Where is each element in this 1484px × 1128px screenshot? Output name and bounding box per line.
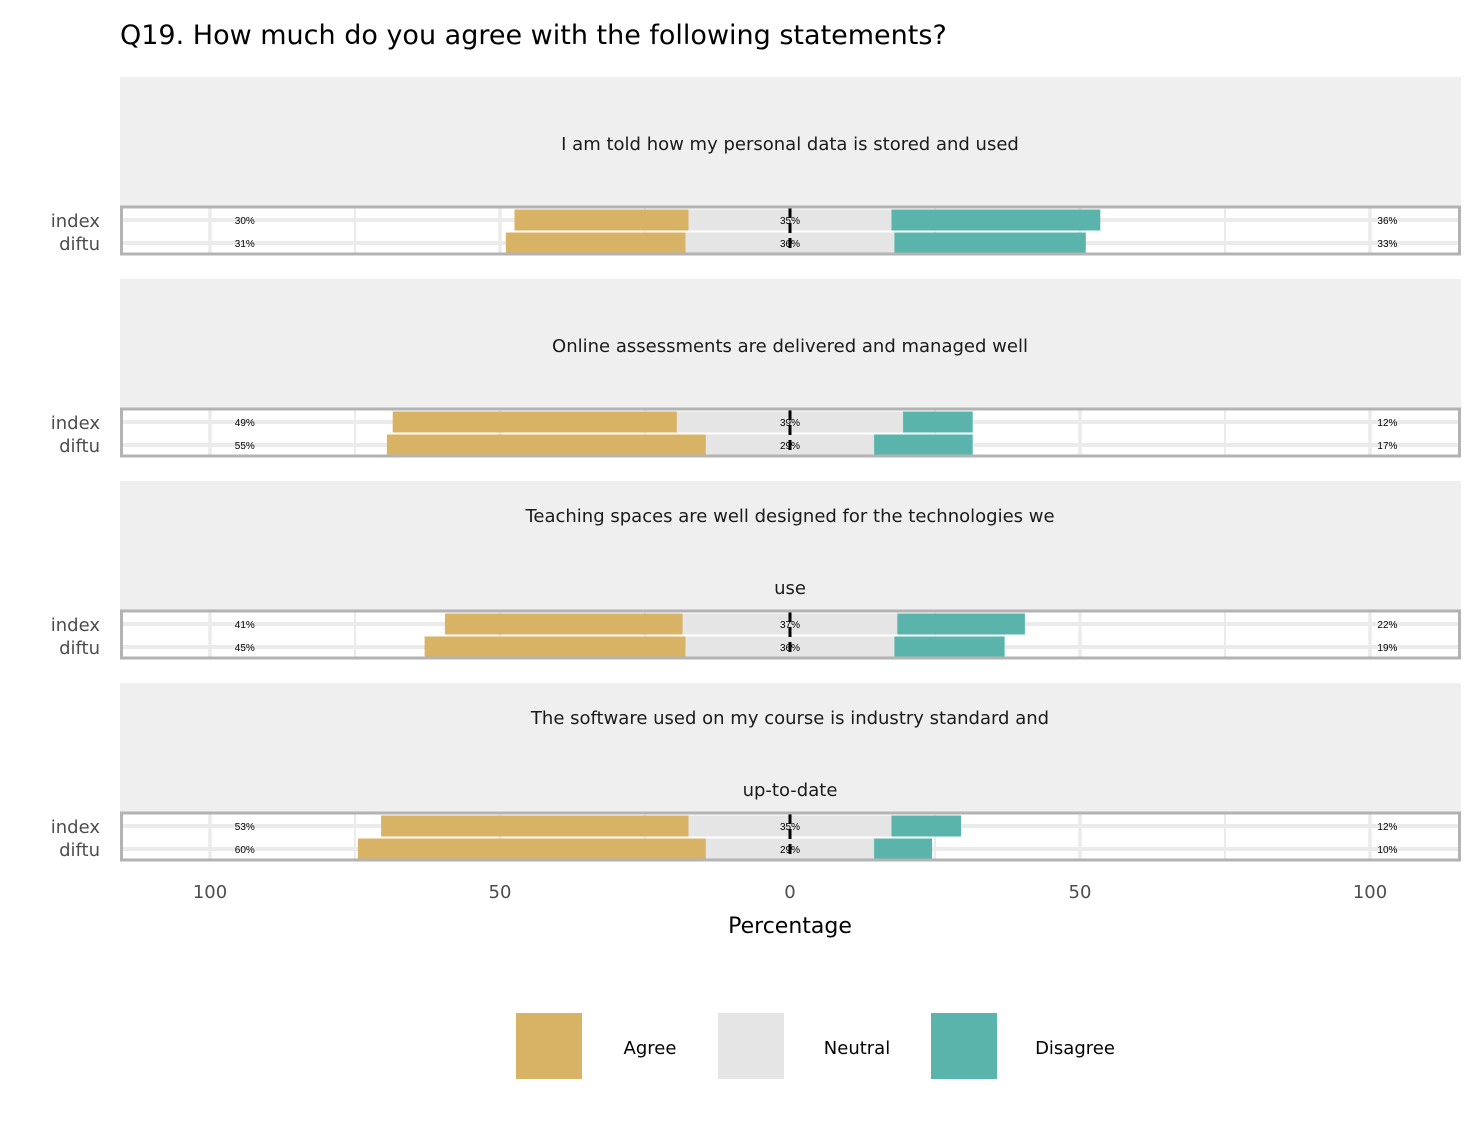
data-label-disagree: 10%: [1377, 845, 1397, 856]
bar-disagree: [894, 232, 1086, 254]
data-label-disagree: 17%: [1377, 441, 1397, 452]
panel-border: [120, 811, 1461, 862]
x-tick-label: 100: [193, 882, 227, 903]
bar-disagree: [897, 613, 1025, 635]
panel: Teaching spaces are well designed for th…: [51, 481, 1461, 660]
data-label-disagree: 12%: [1377, 822, 1397, 833]
legend-label-disagree: Disagree: [1035, 1038, 1115, 1059]
panels: I am told how my personal data is stored…: [51, 77, 1461, 862]
row-label: diftu: [59, 840, 100, 861]
panel-border: [120, 609, 1461, 660]
panel-border: [120, 205, 1461, 256]
data-label-disagree: 22%: [1377, 620, 1397, 631]
bar-disagree: [891, 209, 1101, 231]
bar-neutral: [688, 815, 892, 837]
bar-agree: [505, 232, 686, 254]
legend-swatch-neutral: [718, 1013, 784, 1079]
bar-agree: [386, 434, 706, 456]
bar-agree: [424, 636, 686, 658]
panel-strip: [120, 683, 1461, 813]
panel-strip: [120, 279, 1461, 409]
panel-strip-label: up-to-date: [743, 780, 838, 801]
chart-title: Q19. How much do you agree with the foll…: [120, 20, 947, 51]
x-axis: 100 50 0 50 100: [193, 882, 1387, 903]
bar-neutral: [676, 411, 904, 433]
bar-disagree: [874, 838, 933, 860]
panel: I am told how my personal data is stored…: [51, 77, 1461, 256]
bar-agree: [381, 815, 689, 837]
row-label: diftu: [59, 638, 100, 659]
panel-strip: [120, 77, 1461, 207]
data-label-agree: 31%: [235, 239, 255, 250]
bar-agree: [444, 613, 683, 635]
data-label-neutral: 35%: [780, 216, 800, 227]
bar-agree: [392, 411, 677, 433]
data-label-neutral: 39%: [780, 418, 800, 429]
data-label-disagree: 12%: [1377, 418, 1397, 429]
data-label-disagree: 36%: [1377, 216, 1397, 227]
bar-disagree: [903, 411, 973, 433]
x-axis-title: Percentage: [728, 914, 852, 939]
legend-swatch-agree: [516, 1013, 582, 1079]
data-label-neutral: 35%: [780, 822, 800, 833]
data-label-agree: 60%: [235, 845, 255, 856]
x-tick-label: 0: [784, 882, 795, 903]
row-label: diftu: [59, 436, 100, 457]
bar-disagree: [891, 815, 962, 837]
x-tick-label: 50: [1069, 882, 1092, 903]
data-label-agree: 45%: [235, 643, 255, 654]
panel: Online assessments are delivered and man…: [51, 279, 1461, 458]
row-label: diftu: [59, 234, 100, 255]
legend-label-neutral: Neutral: [824, 1038, 890, 1059]
legend-swatch-disagree: [931, 1013, 997, 1079]
data-label-agree: 49%: [235, 418, 255, 429]
data-label-agree: 53%: [235, 822, 255, 833]
row-label: index: [51, 615, 101, 636]
x-tick-label: 100: [1353, 882, 1387, 903]
bar-neutral: [682, 613, 898, 635]
panel-strip: [120, 481, 1461, 611]
data-label-disagree: 33%: [1377, 239, 1397, 250]
row-label: index: [51, 211, 101, 232]
panel-strip-label: Online assessments are delivered and man…: [552, 336, 1028, 357]
bar-agree: [357, 838, 706, 860]
bar-disagree: [874, 434, 973, 456]
bar-agree: [514, 209, 689, 231]
data-label-neutral: 37%: [780, 620, 800, 631]
panel-strip-label: use: [774, 578, 806, 599]
panel-strip-label: The software used on my course is indust…: [530, 708, 1049, 729]
panel-strip-label: I am told how my personal data is stored…: [561, 134, 1019, 155]
legend-label-agree: Agree: [624, 1038, 677, 1059]
data-label-disagree: 19%: [1377, 643, 1397, 654]
row-label: index: [51, 817, 101, 838]
data-label-agree: 41%: [235, 620, 255, 631]
bar-disagree: [894, 636, 1005, 658]
data-label-agree: 55%: [235, 441, 255, 452]
data-label-agree: 30%: [235, 216, 255, 227]
x-tick-label: 50: [489, 882, 512, 903]
bar-neutral: [688, 209, 892, 231]
panel: The software used on my course is indust…: [51, 683, 1461, 862]
legend: Agree Neutral Disagree: [516, 1013, 1115, 1079]
row-label: index: [51, 413, 101, 434]
panel-border: [120, 407, 1461, 458]
panel-strip-label: Teaching spaces are well designed for th…: [524, 506, 1054, 527]
